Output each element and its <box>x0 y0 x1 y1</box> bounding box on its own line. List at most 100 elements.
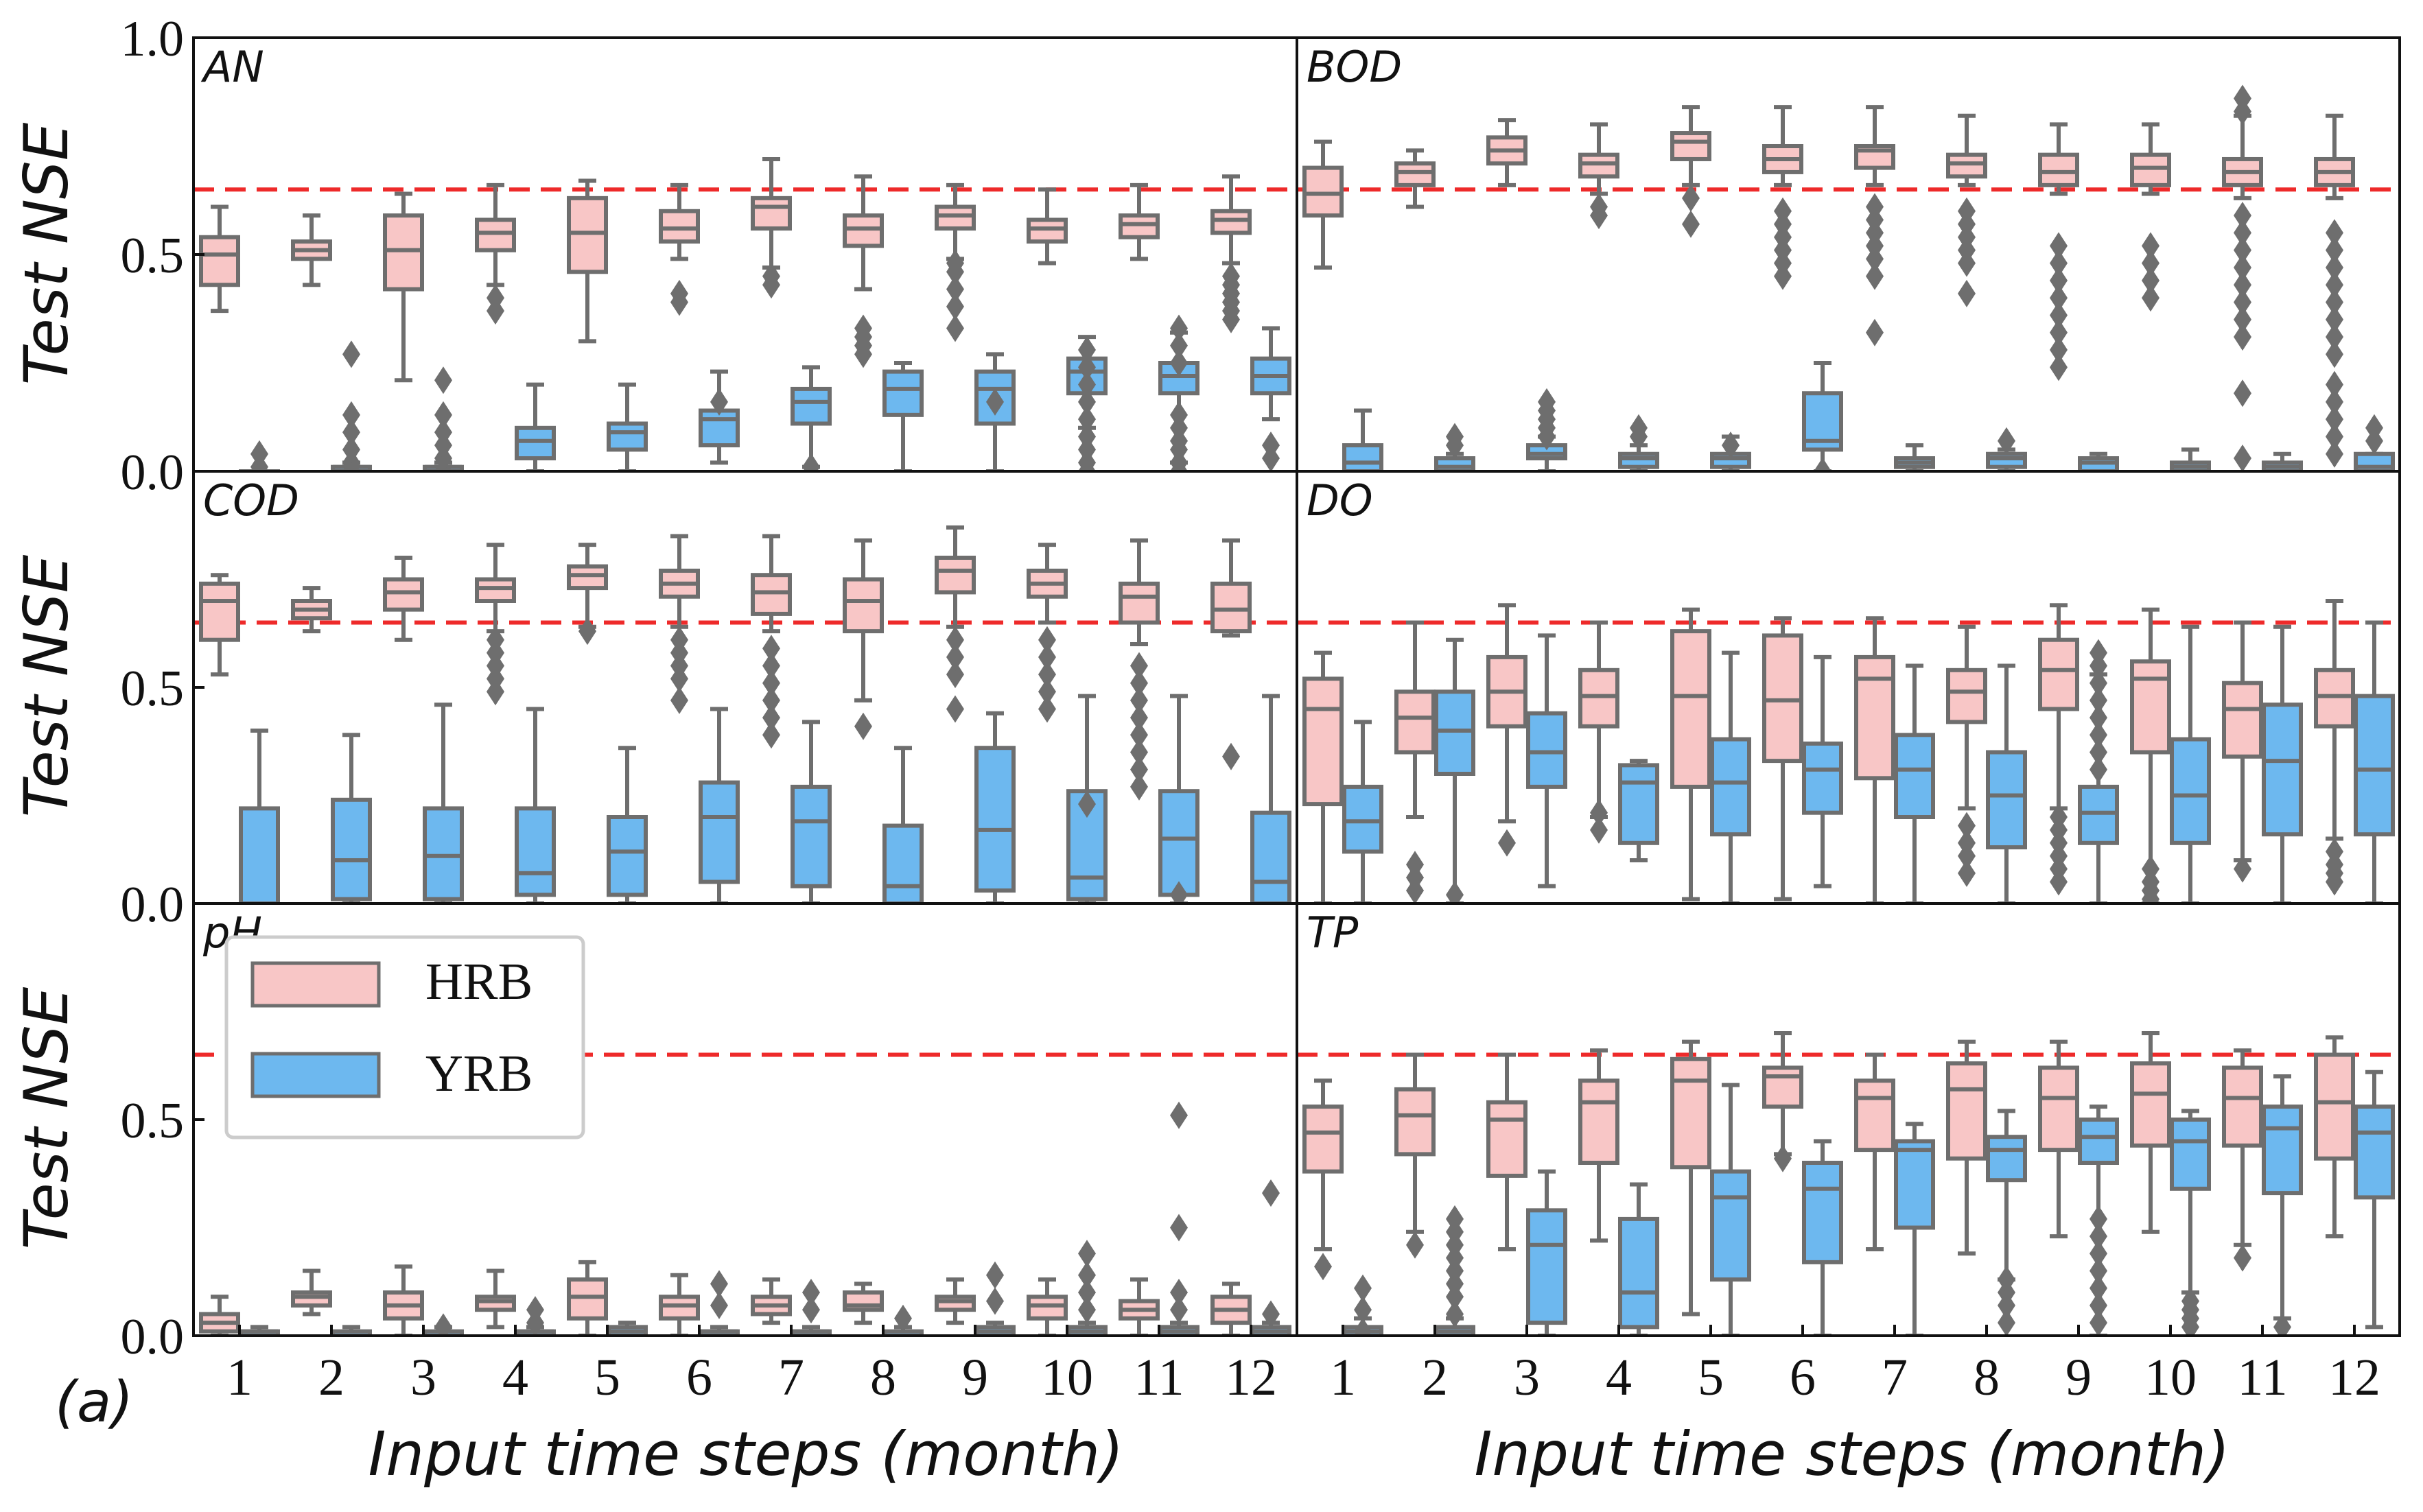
outlier-point <box>1998 1309 2015 1336</box>
box-iqr <box>475 217 516 252</box>
outlier-point <box>710 388 728 416</box>
outlier-point <box>1078 388 1096 416</box>
x-tick-label: 10 <box>2144 1349 2197 1406</box>
box-iqr <box>1670 131 1711 161</box>
x-tick-label: 11 <box>2237 1349 2287 1406</box>
box-bod-hrb-3 <box>1486 118 1527 187</box>
outlier-point <box>1170 1101 1188 1129</box>
box-cod-yrb-5 <box>607 746 648 903</box>
outlier-point <box>1314 1253 1332 1281</box>
outlier-point <box>762 721 780 749</box>
box-iqr <box>1618 763 1659 845</box>
box-tp-hrb-4 <box>1578 1048 1619 1243</box>
box-iqr <box>843 213 884 248</box>
box-cod-hrb-12 <box>1210 538 1252 770</box>
x-tick-label: 8 <box>870 1349 896 1406</box>
outlier-point <box>2090 721 2107 749</box>
outlier-point <box>1814 458 1831 471</box>
box-do-hrb-10 <box>2130 607 2171 903</box>
box-ph-hrb-6 <box>659 1273 700 1336</box>
outlier-point <box>2326 271 2343 299</box>
outlier-point <box>2326 305 2343 333</box>
outlier-point <box>1446 881 1464 903</box>
x-axis-label-right: Input time steps (month) <box>1474 1419 2229 1489</box>
outlier-point <box>1958 812 1976 840</box>
box-bod-yrb-1 <box>1342 408 1383 471</box>
box-iqr <box>2314 1052 2355 1161</box>
panel-frame-tp <box>1296 902 2401 1337</box>
box-ph-hrb-1 <box>199 1295 240 1336</box>
box-iqr <box>2038 1065 2079 1153</box>
outlier-point <box>2234 305 2251 333</box>
outlier-point <box>2326 236 2343 264</box>
box-iqr <box>1854 1078 1895 1153</box>
panels-layer <box>194 84 2400 1336</box>
outlier-point <box>1682 210 1700 238</box>
box-cod-yrb-9 <box>974 711 1016 903</box>
outlier-point <box>2234 236 2251 264</box>
outlier-point <box>1958 829 1976 857</box>
box-tp-hrb-8 <box>1946 1039 1987 1256</box>
box-bod-yrb-2 <box>1434 423 1475 471</box>
x-tick-label: 4 <box>1606 1349 1632 1406</box>
box-do-hrb-5 <box>1670 607 1711 901</box>
box-iqr <box>1854 654 1895 781</box>
box-cod-hrb-8 <box>843 538 884 740</box>
outlier-point <box>1130 686 1148 714</box>
box-iqr <box>1618 451 1659 469</box>
box-ph-yrb-3 <box>423 1313 464 1336</box>
box-iqr <box>882 369 924 417</box>
outlier-point <box>342 401 360 429</box>
outlier-point <box>1498 829 1516 857</box>
outlier-point <box>2326 370 2343 399</box>
box-cod-yrb-12 <box>1250 694 1291 903</box>
y-tick-label: 0.0 <box>121 445 185 501</box>
box-iqr <box>791 386 832 426</box>
box-tp-hrb-11 <box>2222 1048 2263 1272</box>
outlier-point <box>2326 288 2343 316</box>
box-bod-yrb-8 <box>1986 427 2027 471</box>
outlier-point <box>2090 669 2107 697</box>
box-an-yrb-1 <box>239 440 280 471</box>
x-tick-label: 3 <box>1514 1349 1540 1406</box>
box-bod-hrb-11 <box>2222 84 2263 471</box>
box-tp-hrb-3 <box>1486 1052 1527 1251</box>
box-ph-yrb-4 <box>515 1296 556 1336</box>
outlier-point <box>1078 336 1096 364</box>
legend-swatch-hrb <box>250 961 381 1008</box>
outlier-point <box>2326 323 2343 351</box>
outlier-point <box>2050 336 2068 364</box>
outlier-point <box>1262 1179 1280 1207</box>
box-an-yrb-12 <box>1250 326 1291 471</box>
outlier-point <box>1038 678 1056 706</box>
outlier-point <box>2234 202 2251 230</box>
legend-swatch-yrb <box>250 1052 381 1098</box>
figure-label: (a) <box>55 1370 133 1435</box>
box-bod-hrb-10 <box>2130 122 2171 312</box>
box-an-hrb-7 <box>751 156 792 299</box>
outlier-point <box>250 440 268 468</box>
box-tp-yrb-2 <box>1434 1205 1475 1336</box>
box-iqr <box>567 196 608 274</box>
outlier-point <box>1866 262 1884 290</box>
box-an-hrb-8 <box>843 174 884 368</box>
outlier-point <box>487 626 504 654</box>
box-ph-yrb-6 <box>699 1270 740 1336</box>
box-iqr <box>935 204 976 231</box>
box-do-hrb-11 <box>2222 620 2263 883</box>
box-an-hrb-1 <box>199 204 240 314</box>
box-an-hrb-9 <box>935 182 976 342</box>
box-bod-hrb-8 <box>1946 113 1987 307</box>
outlier-point <box>802 453 820 471</box>
box-tp-yrb-4 <box>1618 1182 1659 1336</box>
outlier-point <box>1038 643 1056 671</box>
box-ph-yrb-8 <box>882 1304 924 1336</box>
x-tick-label: 12 <box>2328 1349 2380 1406</box>
outlier-point <box>802 1296 820 1324</box>
box-ph-hrb-8 <box>843 1281 884 1325</box>
outlier-point <box>1170 1214 1188 1242</box>
outlier-point <box>2090 1291 2107 1319</box>
box-do-yrb-7 <box>1894 663 1935 903</box>
outlier-point <box>2326 340 2343 368</box>
outlier-point <box>526 1296 544 1324</box>
